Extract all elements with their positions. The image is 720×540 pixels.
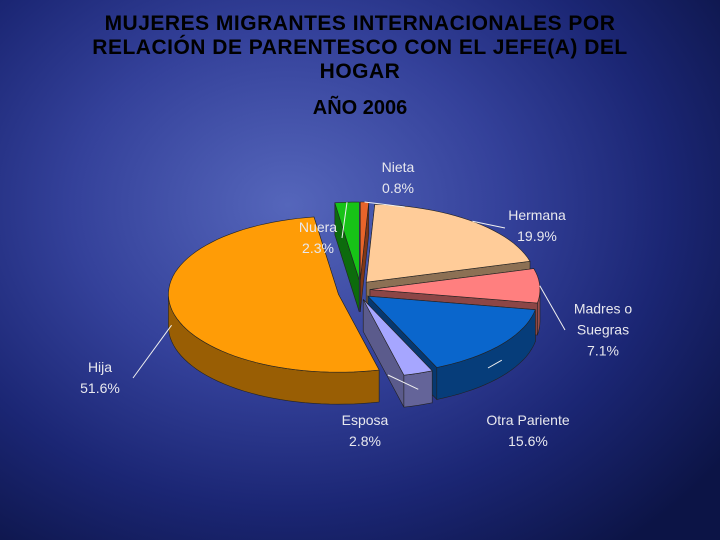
value-label: 19.9% — [517, 228, 557, 244]
leader-line — [132, 324, 172, 379]
leader-line — [472, 220, 506, 229]
slice-label: Madres o Suegras 7.1% — [566, 299, 641, 362]
category-label: Otra Pariente — [486, 412, 570, 428]
chart-title: MUJERES MIGRANTES INTERNACIONALES POR RE… — [92, 12, 628, 83]
value-label: 15.6% — [508, 433, 548, 449]
category-label: Nuera — [298, 219, 338, 235]
leader-line — [539, 285, 566, 331]
category-label: Madres o Suegras — [573, 300, 633, 338]
slice-label: Hija 51.6% — [60, 357, 140, 399]
value-label: 2.8% — [349, 433, 381, 449]
category-label: Nieta — [381, 159, 415, 175]
chart-subtitle: AÑO 2006 — [312, 97, 408, 119]
slice — [367, 295, 536, 368]
slice — [359, 201, 370, 281]
slice — [362, 299, 433, 376]
slice-label: Esposa 2.8% — [325, 410, 405, 452]
value-label: 2.3% — [302, 240, 334, 256]
category-label: Hija — [87, 359, 113, 375]
slice-label: Nuera 2.3% — [278, 217, 358, 259]
leader-line — [364, 201, 406, 208]
slice-label: Nieta 0.8% — [358, 157, 438, 199]
slice — [369, 268, 541, 304]
category-label: Hermana — [508, 207, 566, 223]
slice-label: Hermana 19.9% — [492, 205, 582, 247]
slice — [365, 203, 531, 283]
slice-label: Otra Pariente 15.6% — [473, 410, 583, 452]
category-label: Esposa — [341, 412, 389, 428]
leader-line — [387, 374, 419, 390]
value-label: 51.6% — [80, 380, 120, 396]
value-label: 0.8% — [382, 180, 414, 196]
value-label: 7.1% — [587, 342, 619, 359]
slice — [168, 216, 380, 373]
leader-line — [341, 202, 348, 239]
leader-line — [487, 359, 503, 369]
